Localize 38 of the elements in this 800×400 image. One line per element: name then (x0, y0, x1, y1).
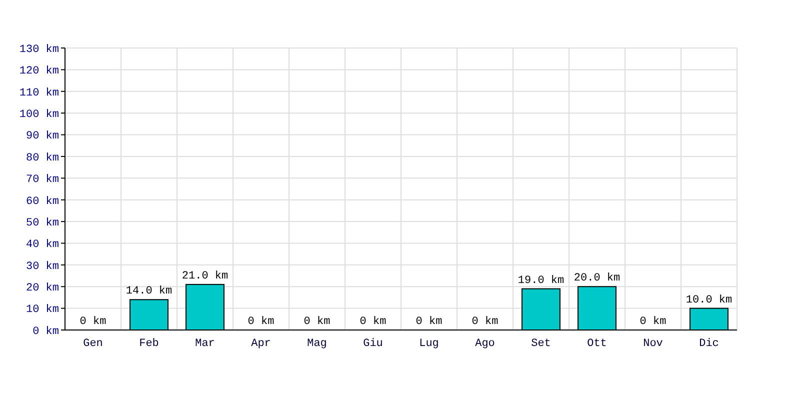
y-tick-label: 30 km (26, 260, 60, 273)
data-label: 20.0 km (574, 272, 620, 285)
data-label: 0 km (304, 316, 331, 328)
y-tick-label: 110 km (19, 87, 60, 100)
y-tick-label: 120 km (19, 66, 60, 78)
y-tick-label: 20 km (26, 282, 60, 295)
y-tick-label: 10 km (26, 304, 60, 316)
y-tick-label: 90 km (26, 130, 60, 143)
data-label: 0 km (640, 316, 667, 328)
y-tick-label: 50 km (26, 217, 60, 230)
y-tick-label: 40 km (26, 239, 60, 252)
data-label: 0 km (472, 316, 499, 328)
x-tick-label: Set (531, 338, 551, 350)
x-tick-label: Giu (363, 338, 383, 350)
y-tick-label: 80 km (26, 152, 60, 164)
data-label: 0 km (360, 316, 387, 328)
data-label: 21.0 km (182, 270, 228, 282)
x-tick-label: Dic (699, 338, 719, 350)
y-tick-label: 0 km (32, 326, 60, 338)
y-tick-label: 70 km (26, 174, 60, 186)
data-label: 0 km (248, 316, 275, 328)
data-label: 0 km (80, 316, 107, 328)
y-tick-label: 100 km (19, 108, 60, 121)
x-tick-label: Feb (139, 338, 159, 350)
data-label: 14.0 km (126, 286, 172, 298)
data-label: 19.0 km (518, 274, 564, 287)
x-tick-label: Gen (83, 338, 103, 350)
x-tick-label: Apr (251, 338, 271, 350)
x-tick-label: Ott (587, 338, 607, 350)
x-tick-label: Mag (307, 338, 327, 350)
y-tick-label: 130 km (19, 44, 60, 56)
x-tick-label: Mar (195, 338, 215, 350)
data-label: 0 km (416, 316, 443, 328)
x-tick-label: Ago (475, 338, 495, 350)
x-tick-label: Lug (419, 338, 439, 350)
x-tick-label: Nov (643, 338, 664, 350)
data-label: 10.0 km (686, 294, 732, 306)
y-tick-label: 60 km (26, 196, 60, 208)
